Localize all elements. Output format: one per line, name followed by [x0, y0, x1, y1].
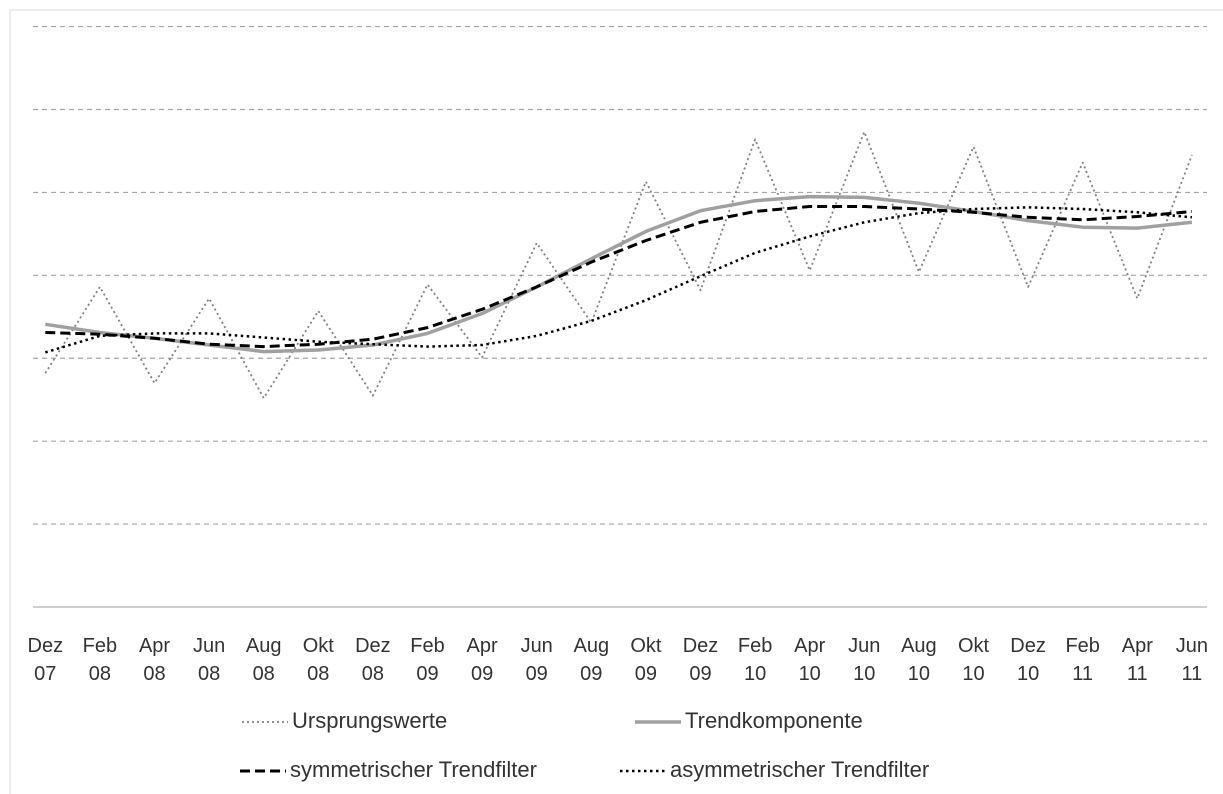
x-tick-label: Jun 08 — [192, 635, 226, 685]
x-tick-label: Apr 08 — [138, 635, 171, 685]
x-tick-label: Aug 08 — [245, 635, 282, 685]
x-tick-label: Dez 07 — [27, 635, 64, 685]
x-tick-label: Dez 08 — [355, 635, 391, 685]
legend-label: asymmetrischer Trendfilter — [670, 757, 929, 782]
x-tick-label: Okt 09 — [630, 635, 662, 685]
x-tick-label: Apr 11 — [1121, 635, 1153, 685]
x-tick-label: Aug 10 — [901, 635, 937, 685]
x-tick-label: Dez 10 — [1010, 635, 1046, 685]
x-tick-label: Feb 09 — [410, 635, 445, 685]
series-line — [44, 206, 1193, 354]
x-tick-label: Jun 11 — [1175, 635, 1209, 685]
x-tick-label: Aug 09 — [573, 635, 610, 685]
x-tick-label: Dez 09 — [682, 635, 719, 685]
series-line — [45, 205, 1193, 349]
x-tick-label: Jun 10 — [848, 635, 881, 685]
x-tick-label: Jun 09 — [520, 635, 553, 685]
legend-label: Ursprungswerte — [292, 708, 447, 733]
chart-border — [9, 9, 1223, 794]
x-tick-label: Feb 11 — [1065, 635, 1100, 685]
x-tick-label: Okt 10 — [957, 635, 990, 685]
x-tick-label: Apr 10 — [794, 635, 826, 685]
x-tick-label: Feb 10 — [737, 635, 773, 685]
x-tick-label: Apr 09 — [466, 635, 498, 685]
x-tick-label: Okt 08 — [302, 635, 334, 685]
legend-label: symmetrischer Trendfilter — [290, 757, 537, 782]
series-line — [45, 194, 1193, 354]
legend-label: Trendkomponente — [685, 708, 863, 733]
x-tick-label: Feb 08 — [82, 635, 118, 685]
